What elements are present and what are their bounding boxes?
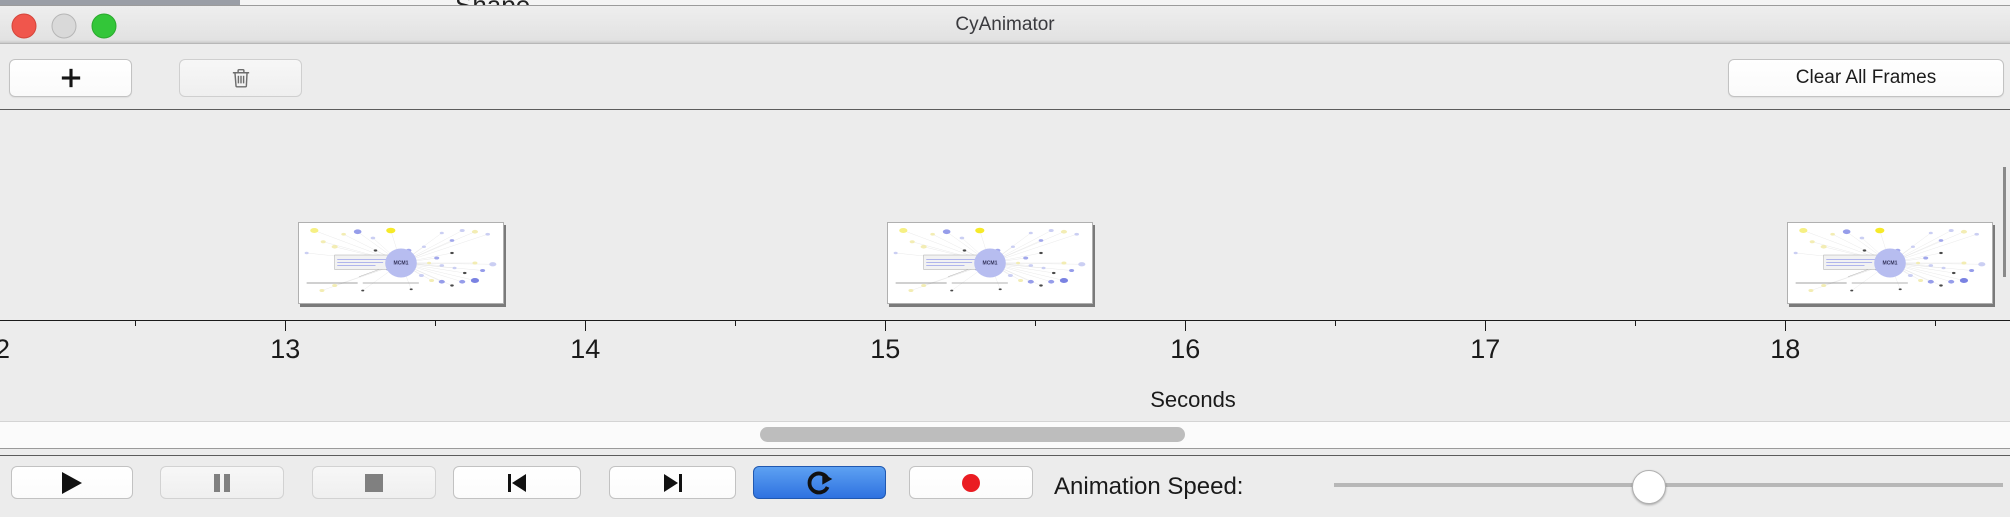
svg-text:MCM1: MCM1: [393, 261, 408, 267]
svg-text:MCM1: MCM1: [982, 261, 997, 267]
svg-text:MCM1: MCM1: [1882, 261, 1897, 267]
